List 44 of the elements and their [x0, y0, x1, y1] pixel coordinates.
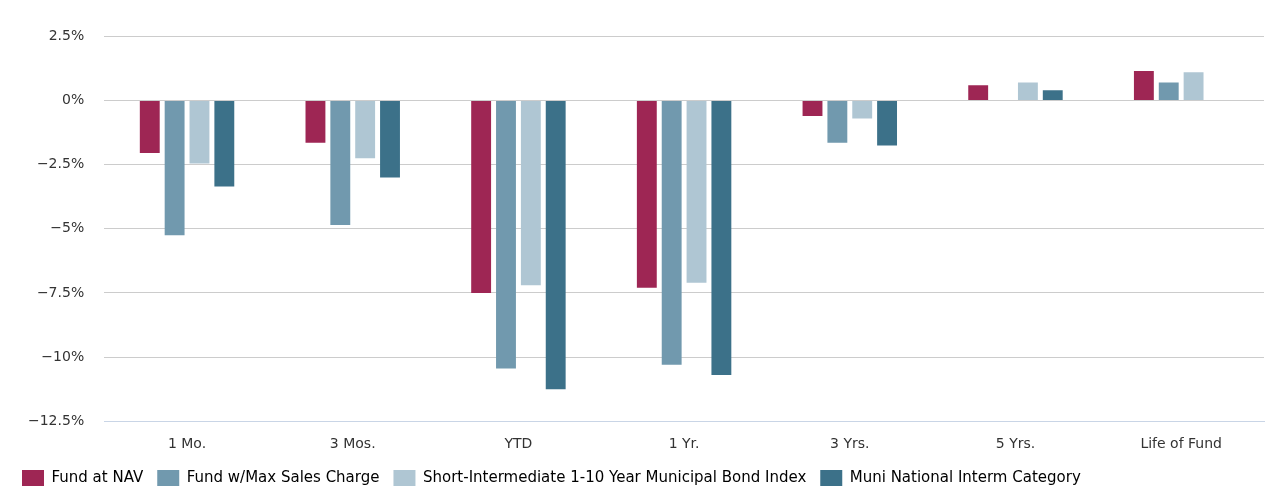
bar [1133, 71, 1154, 101]
bar [305, 101, 326, 143]
x-tick-label: 3 Mos. [329, 435, 376, 452]
bar [827, 101, 848, 143]
bar [496, 101, 516, 369]
y-tick-label: −7.5% [36, 283, 85, 300]
bar [636, 101, 657, 288]
bar [686, 101, 707, 283]
bar [355, 101, 376, 159]
y-tick-label: −5% [50, 219, 85, 236]
x-tick-label: 1 Mo. [167, 435, 207, 452]
x-tick-label: 1 Yr. [668, 435, 700, 452]
bar [545, 101, 566, 390]
y-tick-label: 2.5% [48, 27, 85, 44]
bar [711, 101, 732, 376]
bar [520, 101, 541, 286]
legend-label: Muni National Interm Category [849, 467, 1081, 486]
bar [139, 101, 160, 154]
bar [852, 101, 873, 119]
bar [1183, 72, 1204, 101]
x-tick-label: Life of Fund [1140, 435, 1222, 452]
bar [471, 101, 492, 293]
legend-label: Short-Intermediate 1-10 Year Municipal Bond Index [422, 467, 807, 486]
y-tick-label: −2.5% [36, 155, 85, 172]
bar [380, 101, 400, 178]
bar [1042, 90, 1063, 101]
bar [1158, 82, 1179, 101]
bar [877, 101, 898, 146]
bar [661, 101, 682, 365]
bar [968, 85, 989, 101]
x-tick-label: YTD [503, 435, 533, 452]
bar [330, 101, 351, 225]
x-tick-label: 3 Yrs. [830, 435, 870, 452]
bar [802, 101, 823, 116]
y-tick-label: 0% [61, 91, 85, 108]
y-tick-label: −12.5% [27, 411, 85, 428]
bar [189, 101, 210, 164]
bar [164, 101, 185, 236]
y-tick-label: −10% [41, 347, 85, 364]
legend-label: Fund at NAV [51, 467, 144, 486]
x-tick-label: 5 Yrs. [995, 435, 1036, 452]
bar [214, 101, 235, 187]
legend-label: Fund w/Max Sales Charge [186, 467, 380, 486]
bar [1017, 82, 1038, 101]
